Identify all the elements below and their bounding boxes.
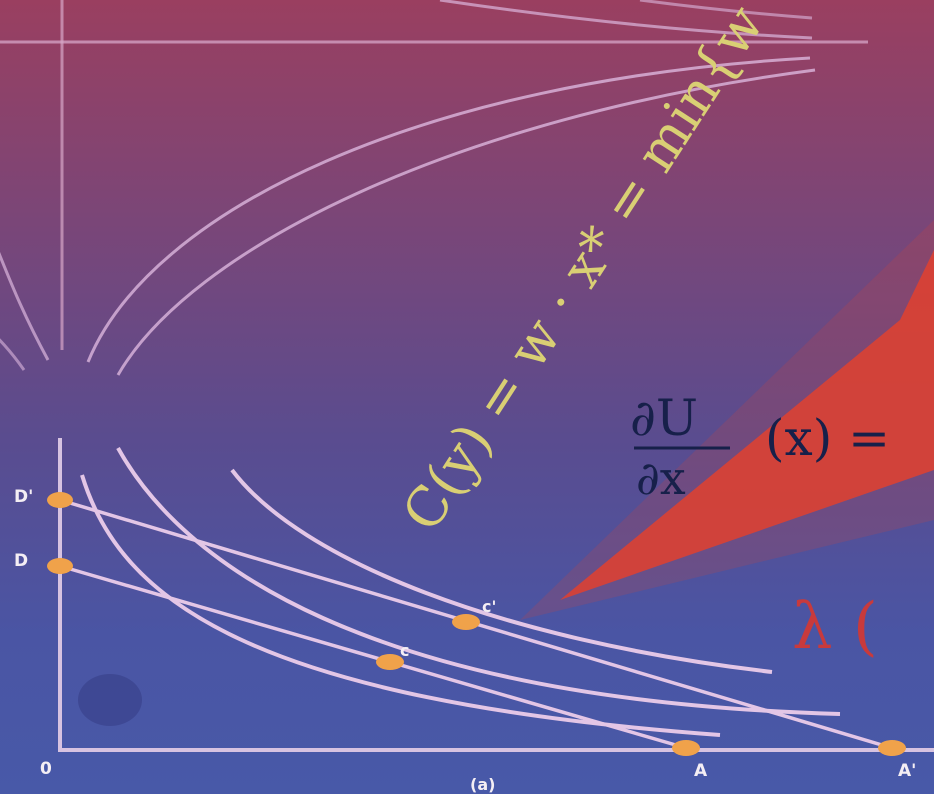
dark-blotch — [78, 674, 142, 726]
label-c-upper: c' — [482, 597, 496, 616]
lower-graph — [47, 438, 934, 756]
upper-curve-5 — [439, 0, 813, 40]
label-a-prime: A' — [898, 761, 916, 781]
equation-partial-numerator: ∂U — [630, 389, 698, 447]
upper-faded-graph — [0, 0, 868, 376]
budget-line-d-a — [59, 564, 687, 750]
label-panel: (a) — [470, 775, 495, 794]
equation-partial-argument: (x) = — [765, 409, 890, 467]
upper-curve-1 — [86, 56, 811, 363]
equation-partial-denominator: ∂x — [636, 451, 686, 505]
red-wedge — [560, 250, 934, 600]
label-c-lower: c — [400, 641, 409, 660]
label-origin: 0 — [40, 759, 52, 779]
indifference-curve-1 — [80, 474, 721, 737]
label-d-lower: D — [14, 551, 28, 571]
equation-lambda: λ ( — [792, 590, 878, 664]
point-c-upper — [452, 614, 480, 630]
point-a — [672, 740, 700, 756]
point-a-prime — [878, 740, 906, 756]
indifference-curve-3 — [230, 468, 773, 674]
point-c-lower — [376, 654, 404, 670]
upper-curve-3 — [0, 251, 50, 361]
upper-curve-2 — [116, 68, 816, 376]
label-a: A — [694, 761, 708, 781]
label-d-upper: D' — [14, 487, 33, 507]
red-wedge-glow — [520, 220, 934, 620]
point-d-upper — [47, 492, 73, 508]
point-d-lower — [47, 558, 73, 574]
upper-curve-6 — [639, 0, 813, 20]
upper-curve-4 — [0, 338, 26, 371]
indifference-curve-2 — [116, 447, 841, 716]
